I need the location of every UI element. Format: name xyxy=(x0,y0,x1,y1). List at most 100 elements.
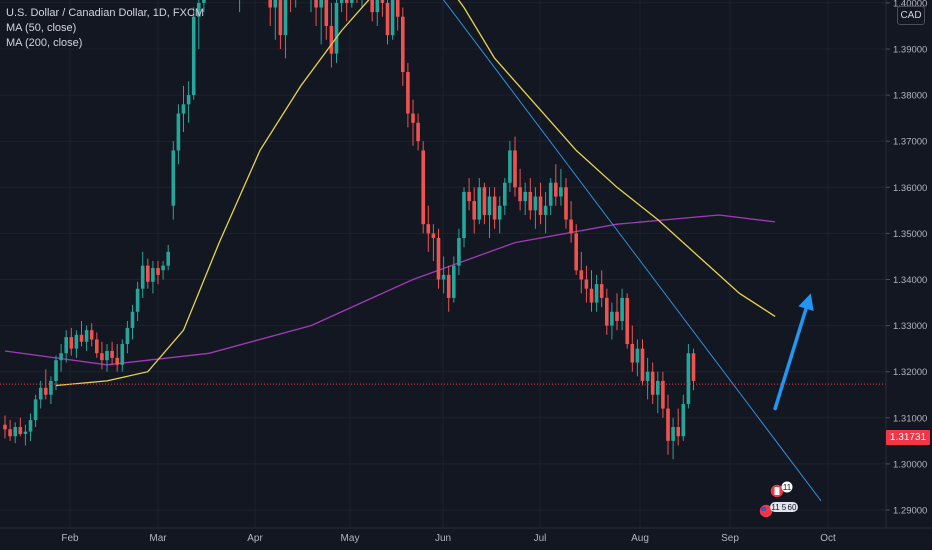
candle-up xyxy=(273,0,278,40)
forecast-arrow-shaft[interactable] xyxy=(773,306,808,411)
time-tick-label: Apr xyxy=(247,533,263,544)
candle-up xyxy=(594,274,599,312)
candle-up xyxy=(620,288,624,331)
event-count: 11 xyxy=(771,503,780,512)
candle-up xyxy=(635,339,640,377)
candle-body xyxy=(49,380,53,395)
candle-body xyxy=(268,0,272,8)
candle-body xyxy=(156,267,160,275)
candle-up xyxy=(350,0,354,8)
candle-body xyxy=(467,191,471,202)
trendline[interactable] xyxy=(214,0,822,502)
candle-down xyxy=(630,325,635,372)
candle-up xyxy=(105,344,109,372)
candle-body xyxy=(462,191,466,239)
currency-button[interactable]: CAD xyxy=(897,6,925,25)
candle-up xyxy=(645,357,650,400)
candle-body xyxy=(676,427,680,437)
candle-body xyxy=(202,0,206,3)
candle-body xyxy=(645,371,650,381)
legend-ma200[interactable]: MA (200, close) xyxy=(6,37,83,49)
candle-body xyxy=(84,330,89,342)
candle-body xyxy=(191,16,196,96)
candle-body xyxy=(370,0,374,13)
ma200-line xyxy=(4,214,776,366)
legend-title[interactable]: U.S. Dollar / Canadian Dollar, 1D, FXCM xyxy=(6,7,205,19)
candle-up xyxy=(186,81,191,123)
legend-ma50[interactable]: MA (50, close) xyxy=(6,22,77,34)
candle-body xyxy=(146,265,150,282)
ma50-line xyxy=(55,0,776,387)
candle-up xyxy=(686,344,691,409)
time-axis[interactable]: Feb Mar Apr May Jun Jul Aug Sep Oct xyxy=(0,527,932,544)
candle-body xyxy=(130,311,135,328)
candle-body xyxy=(513,150,517,188)
candle-body xyxy=(135,288,140,312)
ma50-layer xyxy=(55,0,776,387)
candle-body xyxy=(38,387,43,400)
candle-body xyxy=(543,205,548,215)
candle-down xyxy=(370,0,374,22)
candle-body xyxy=(584,279,589,289)
candle-body xyxy=(538,196,543,215)
candle-body xyxy=(477,187,482,220)
candle-down xyxy=(18,417,23,437)
candle-down xyxy=(513,136,517,197)
candle-body xyxy=(559,187,563,197)
candle-body xyxy=(110,350,114,358)
time-tick-label: Jul xyxy=(534,533,547,544)
candle-down xyxy=(329,2,334,68)
candle-up xyxy=(656,371,660,414)
candle-body xyxy=(283,0,288,36)
candle-down xyxy=(278,0,283,49)
price-tick-label: 1.39000 xyxy=(893,45,927,56)
candle-up xyxy=(462,187,466,248)
candle-body xyxy=(197,2,201,17)
candle-body xyxy=(64,337,68,354)
candle-body xyxy=(79,334,84,342)
candle-up xyxy=(166,244,170,271)
candle-body xyxy=(503,182,507,206)
candle-body xyxy=(574,233,578,271)
candle-up xyxy=(140,251,145,298)
candle-body xyxy=(319,0,323,8)
candle-up xyxy=(390,0,395,40)
trend-layer[interactable] xyxy=(214,0,822,502)
candle-up xyxy=(441,256,446,294)
candle-body xyxy=(472,201,476,220)
candle-down xyxy=(640,339,645,386)
candle-down xyxy=(564,178,568,229)
event-marker-us[interactable]: 11 5 60 xyxy=(758,502,798,519)
candle-down xyxy=(554,164,558,206)
candle-up xyxy=(64,330,68,363)
candle-up xyxy=(202,0,206,13)
candle-body xyxy=(334,2,339,54)
candle-up xyxy=(49,376,53,404)
candle-body xyxy=(105,350,109,361)
candle-down xyxy=(676,408,680,446)
candle-body xyxy=(125,327,130,345)
ma200-layer xyxy=(4,214,776,366)
forecast-arrow-head[interactable] xyxy=(798,293,814,311)
candle-down xyxy=(89,323,94,347)
candle-body xyxy=(446,274,451,298)
candle-body xyxy=(385,2,390,36)
price-axis[interactable]: 1.470001.460001.450001.440001.430001.420… xyxy=(885,0,927,528)
candle-down xyxy=(79,320,84,347)
candles xyxy=(3,0,696,460)
candle-up xyxy=(671,417,675,460)
candle-down xyxy=(8,420,12,441)
candle-down xyxy=(661,371,665,418)
candle-body xyxy=(594,284,599,303)
candle-body xyxy=(324,0,329,26)
candle-up xyxy=(181,85,186,132)
candle-body xyxy=(273,0,278,8)
candle-body xyxy=(166,251,170,266)
candle-body xyxy=(74,334,79,349)
candle-body xyxy=(314,0,318,8)
candle-down xyxy=(100,341,104,370)
event-marker-canada[interactable]: 11 xyxy=(769,481,793,499)
candle-body xyxy=(161,265,165,271)
